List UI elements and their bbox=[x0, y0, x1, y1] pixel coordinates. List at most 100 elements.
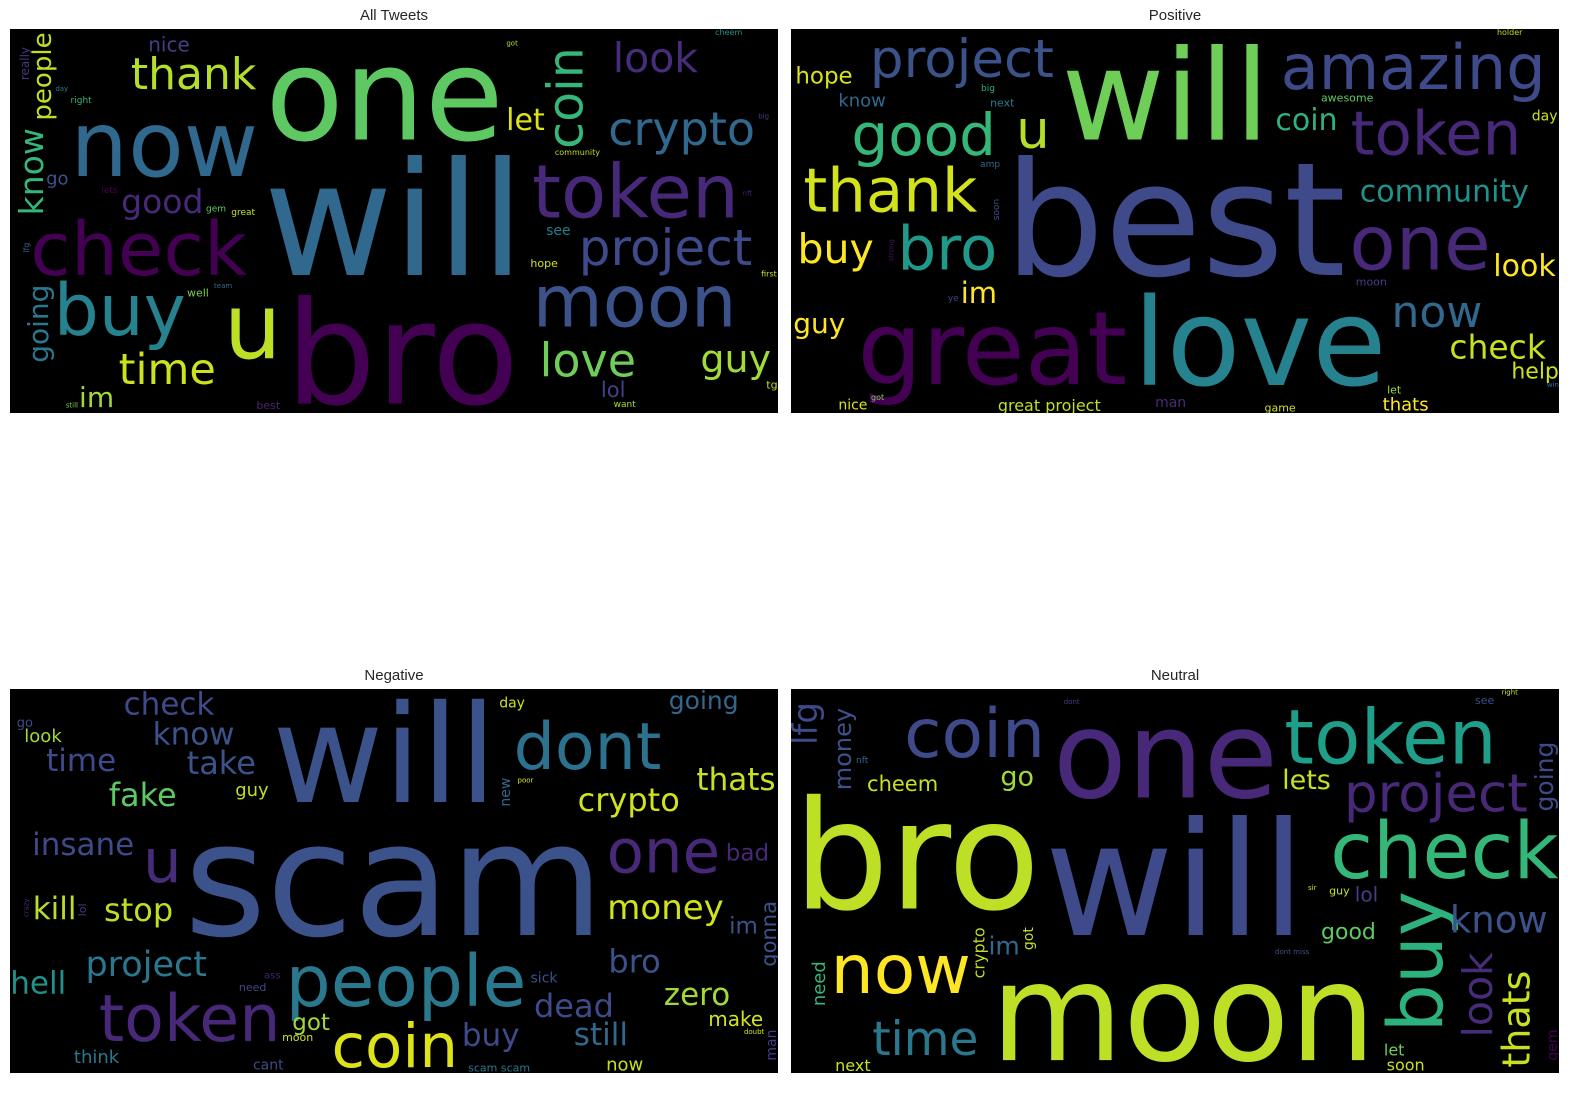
word: kill bbox=[33, 891, 77, 927]
word: guy bbox=[700, 337, 771, 381]
word: new bbox=[498, 778, 514, 807]
word: right bbox=[1501, 689, 1518, 696]
word: game bbox=[1264, 402, 1295, 413]
word: got bbox=[506, 39, 518, 47]
word: lets bbox=[1282, 765, 1331, 796]
word: check bbox=[1449, 327, 1547, 366]
word: nice bbox=[148, 33, 190, 57]
word: go bbox=[1000, 761, 1034, 792]
word: moon bbox=[991, 935, 1376, 1073]
word: thank bbox=[803, 156, 978, 227]
word: know bbox=[153, 716, 235, 752]
word: see bbox=[1475, 694, 1494, 707]
word: scam bbox=[184, 789, 604, 973]
word: people bbox=[286, 940, 527, 1023]
word: look bbox=[1493, 249, 1556, 284]
panel-title: All Tweets bbox=[359, 7, 429, 24]
word: look bbox=[24, 726, 62, 747]
word: gonna bbox=[757, 901, 778, 967]
word: want bbox=[614, 400, 637, 410]
word: big bbox=[758, 113, 769, 121]
word: crypto bbox=[969, 927, 988, 978]
word: lol bbox=[601, 378, 626, 402]
word: u bbox=[224, 275, 282, 380]
word: ass bbox=[264, 970, 281, 981]
word: day bbox=[55, 85, 68, 93]
word: fake bbox=[109, 776, 177, 814]
word: ye bbox=[948, 294, 959, 304]
word: check bbox=[124, 689, 215, 723]
word: really bbox=[18, 47, 32, 80]
word: coin bbox=[1275, 103, 1337, 138]
word: day bbox=[499, 695, 525, 711]
word: moon bbox=[533, 260, 737, 344]
word: thank bbox=[131, 49, 257, 100]
word: check bbox=[1330, 807, 1558, 897]
word: right bbox=[71, 96, 93, 106]
word: will bbox=[264, 129, 525, 313]
word: project bbox=[85, 945, 206, 985]
word: day bbox=[1532, 109, 1558, 125]
word: good bbox=[121, 182, 203, 221]
word: need bbox=[239, 981, 267, 994]
word: lol bbox=[76, 903, 89, 916]
word: token bbox=[532, 149, 739, 235]
wordcloud-canvas: best will love great amazing one bro thank token… bbox=[791, 29, 1559, 413]
word: token bbox=[1351, 99, 1522, 170]
wordcloud-canvas: will bro one token check moon now u coin buy proje… bbox=[10, 29, 778, 413]
word: project bbox=[579, 219, 753, 277]
word: coin bbox=[538, 47, 595, 149]
word: token bbox=[1284, 693, 1497, 782]
word: buy bbox=[797, 225, 873, 273]
word: lfg bbox=[791, 702, 826, 745]
word: look bbox=[1454, 952, 1502, 1038]
word: moon bbox=[1356, 275, 1387, 288]
word: sick bbox=[531, 970, 559, 986]
word: bad bbox=[726, 841, 769, 867]
word: big bbox=[981, 84, 995, 94]
word: got bbox=[292, 1010, 330, 1036]
word: amazing bbox=[1281, 31, 1546, 104]
word: still bbox=[574, 1017, 628, 1053]
word: one bbox=[265, 29, 503, 171]
word: will bbox=[272, 689, 497, 835]
word: money bbox=[607, 888, 724, 928]
word: still bbox=[66, 402, 78, 410]
word: team bbox=[214, 282, 232, 290]
word: amp bbox=[980, 160, 1000, 170]
word: next bbox=[835, 1056, 870, 1073]
word: cheem bbox=[715, 29, 742, 37]
word: im bbox=[988, 931, 1019, 960]
word: doubt bbox=[744, 1028, 765, 1036]
word: cant bbox=[253, 1058, 284, 1073]
word: crypto bbox=[608, 102, 755, 156]
word: nft bbox=[743, 190, 753, 198]
word: help bbox=[1511, 359, 1559, 384]
word: now bbox=[606, 1054, 643, 1073]
word: time bbox=[119, 345, 216, 395]
word: let bbox=[1384, 1040, 1405, 1059]
word: dont bbox=[1064, 698, 1080, 706]
word: im bbox=[79, 381, 114, 413]
word: hope bbox=[530, 257, 558, 270]
word: u bbox=[143, 826, 182, 897]
word: now bbox=[70, 93, 258, 198]
word: bro bbox=[285, 271, 519, 413]
word: need bbox=[809, 961, 830, 1006]
word: next bbox=[990, 97, 1015, 110]
word: let bbox=[506, 103, 545, 138]
word: take bbox=[187, 744, 256, 782]
word: see bbox=[546, 223, 571, 239]
word: community bbox=[555, 148, 600, 157]
word: guy bbox=[793, 307, 845, 340]
word: know bbox=[838, 91, 886, 112]
word: guy bbox=[1329, 884, 1350, 897]
word: go bbox=[46, 168, 68, 189]
word: project bbox=[1344, 764, 1528, 825]
word: nft bbox=[856, 756, 869, 766]
word: thats bbox=[696, 762, 775, 798]
word: best bbox=[256, 399, 280, 412]
word: crypto bbox=[578, 781, 680, 819]
word: know bbox=[1450, 898, 1548, 941]
word: win bbox=[1547, 381, 1559, 389]
